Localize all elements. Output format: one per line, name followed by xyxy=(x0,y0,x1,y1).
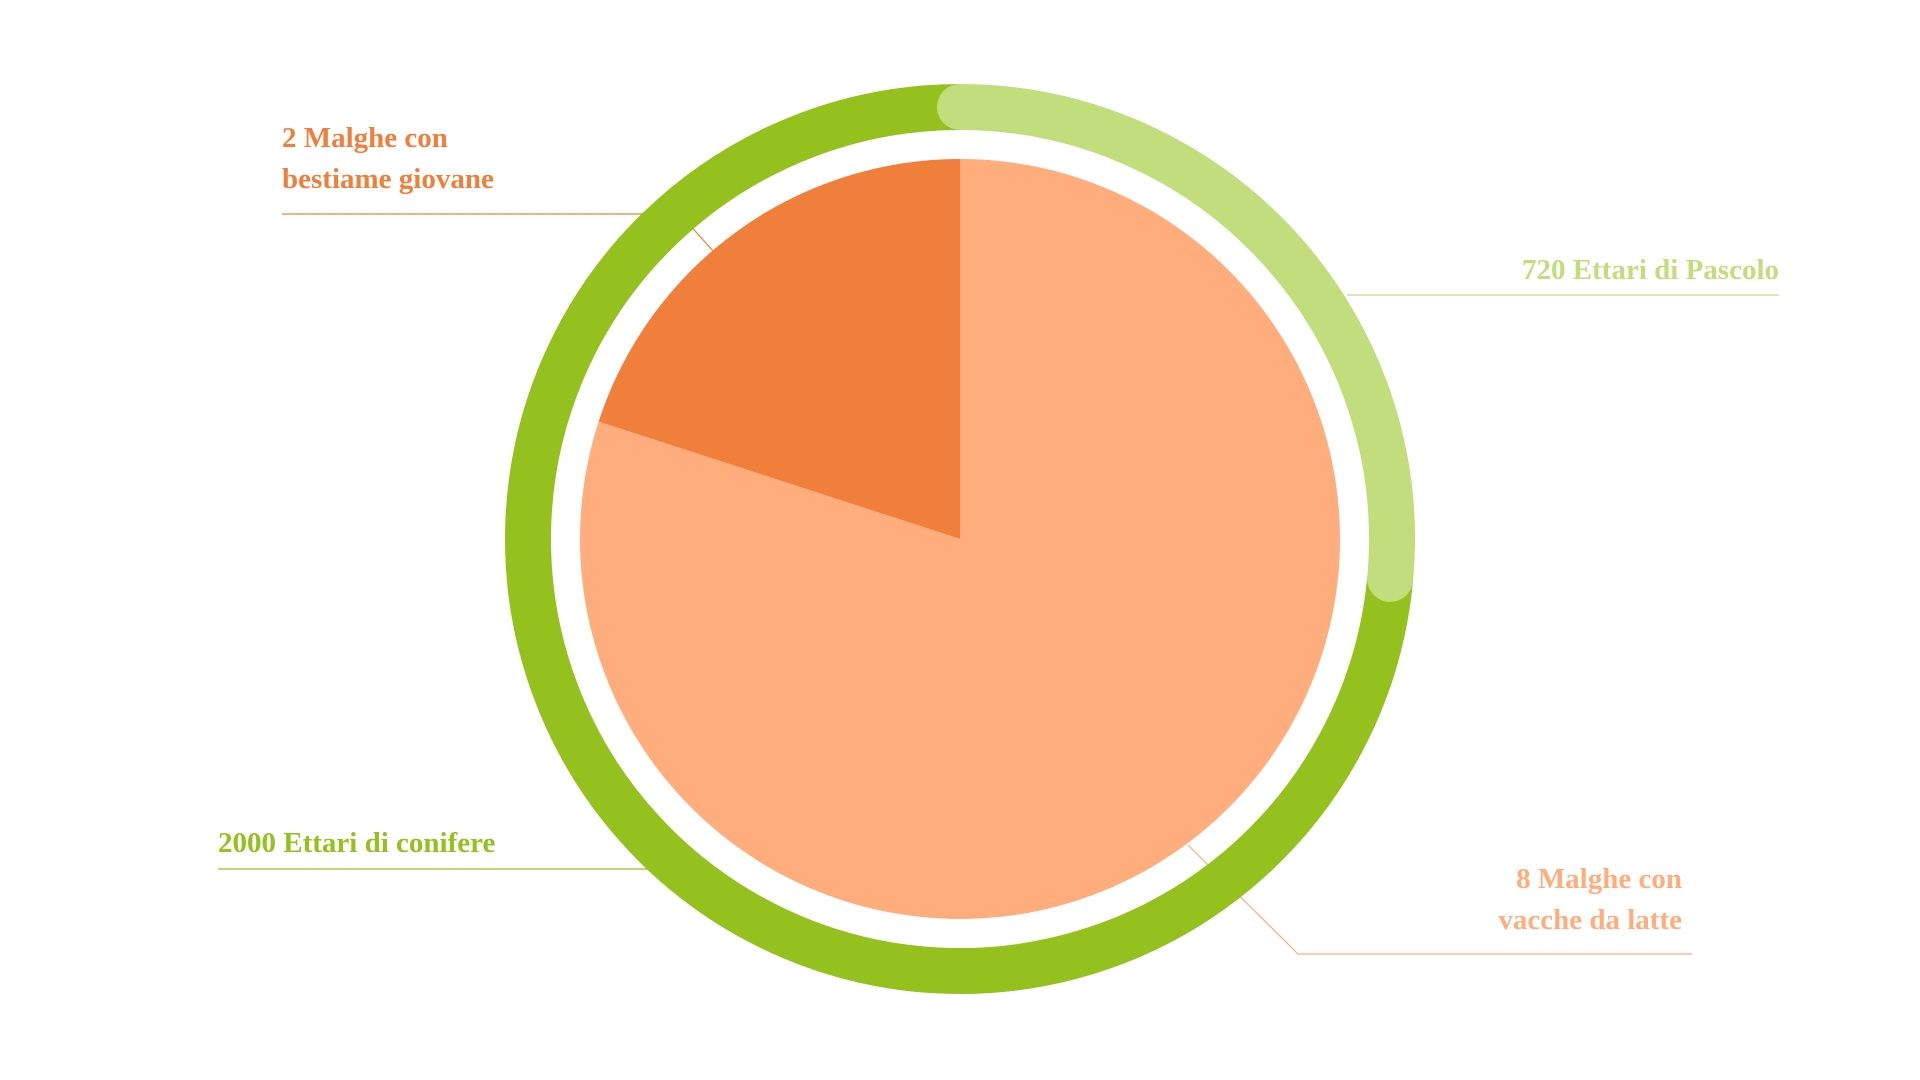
ring-segment xyxy=(505,84,1414,994)
pie-slice xyxy=(598,159,960,539)
category-label: 2000 Ettari di conifere xyxy=(218,827,496,859)
category-label: 8 Malghe con vacche da latte xyxy=(1498,863,1682,936)
category-label: 720 Ettari di Pascolo xyxy=(1522,254,1779,286)
category-label: 2 Malghe con bestiame giovane xyxy=(282,122,494,195)
pie-slice xyxy=(580,159,1340,919)
ring-segment xyxy=(937,84,1415,602)
